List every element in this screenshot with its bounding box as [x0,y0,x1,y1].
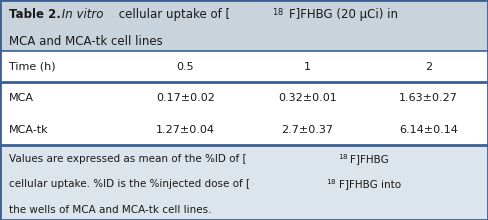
Bar [0,82,488,145]
Text: $^{18}$: $^{18}$ [326,179,337,189]
Text: 1: 1 [304,62,311,72]
Text: Values are expressed as mean of the %ID of [: Values are expressed as mean of the %ID … [9,154,246,164]
Bar [0,0,488,51]
Text: In vitro: In vitro [58,8,103,21]
Text: 1.27±0.04: 1.27±0.04 [156,125,215,134]
Text: 0.32±0.01: 0.32±0.01 [278,93,337,103]
Text: cellular uptake. %ID is the %injected dose of [: cellular uptake. %ID is the %injected do… [9,179,250,189]
Text: the wells of MCA and MCA-tk cell lines.: the wells of MCA and MCA-tk cell lines. [9,205,211,214]
Text: 0.5: 0.5 [177,62,194,72]
Text: Table 2.: Table 2. [9,8,61,21]
Text: F]FHBG (20 μCi) in: F]FHBG (20 μCi) in [289,8,398,21]
Text: F]FHBG: F]FHBG [350,154,389,164]
Text: 6.14±0.14: 6.14±0.14 [399,125,458,134]
Text: MCA: MCA [9,93,34,103]
Text: cellular uptake of [: cellular uptake of [ [115,8,230,21]
Text: $^{18}$: $^{18}$ [272,8,285,21]
Bar [0,51,488,82]
Text: MCA and MCA-tk cell lines: MCA and MCA-tk cell lines [9,35,163,48]
Text: 0.17±0.02: 0.17±0.02 [156,93,215,103]
Text: $^{18}$: $^{18}$ [338,154,348,164]
Text: 1.63±0.27: 1.63±0.27 [399,93,458,103]
Bar [0,145,488,220]
Text: 2.7±0.37: 2.7±0.37 [282,125,333,134]
Text: Time (h): Time (h) [9,62,56,72]
Text: MCA-tk: MCA-tk [9,125,48,134]
Text: F]FHBG into: F]FHBG into [339,179,401,189]
Text: 2: 2 [425,62,432,72]
